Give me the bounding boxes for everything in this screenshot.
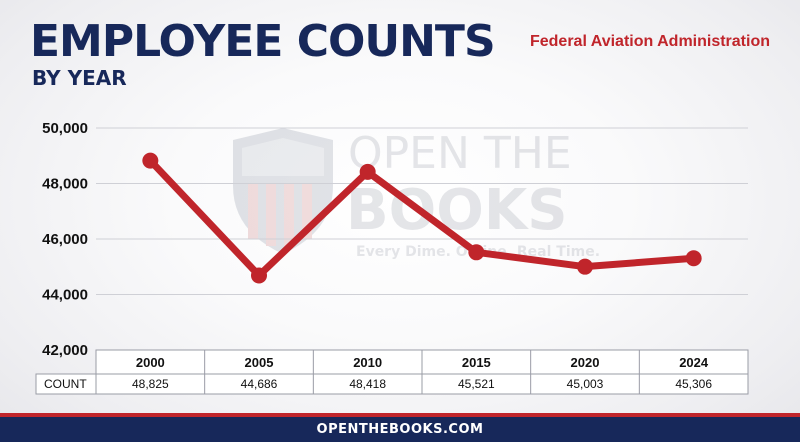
data-table-value: 45,306 <box>675 377 712 391</box>
y-tick-label: 48,000 <box>42 176 88 193</box>
y-tick-label: 44,000 <box>42 287 88 304</box>
data-point <box>251 267 267 284</box>
y-tick-label: 46,000 <box>42 231 88 248</box>
data-point <box>142 152 159 169</box>
data-point <box>685 250 702 267</box>
footer-bar: OPENTHEBOOKS.COM <box>0 417 800 442</box>
watermark-line2: BOOKS <box>346 178 568 243</box>
data-table-value: 48,825 <box>132 377 169 391</box>
x-category-label: 2015 <box>462 355 491 370</box>
chart-title: EMPLOYEE COUNTS <box>30 16 496 67</box>
data-table-value: 45,003 <box>567 377 604 391</box>
data-table-value: 44,686 <box>241 377 278 391</box>
table-row-label-cell <box>35 373 97 395</box>
x-category-label: 2024 <box>679 355 709 370</box>
series-line <box>146 157 698 279</box>
data-point <box>468 244 485 261</box>
x-category-label: 2000 <box>136 355 165 370</box>
x-category-label: 2005 <box>245 355 274 370</box>
footer-accent-bar <box>0 413 800 417</box>
shield-icon <box>233 128 333 254</box>
chart-subtitle: BY YEAR <box>32 66 127 90</box>
agency-name: Federal Aviation Administration <box>529 33 770 50</box>
y-tick-label: 50,000 <box>42 120 88 137</box>
data-table-value: 48,418 <box>349 377 386 391</box>
data-table-value: 45,521 <box>458 377 495 391</box>
x-category-label: 2010 <box>353 355 382 370</box>
data-point <box>577 258 593 275</box>
table-row-label: COUNT <box>44 377 87 391</box>
footer-link[interactable]: OPENTHEBOOKS.COM <box>316 422 484 437</box>
watermark-line1: OPEN THE <box>348 128 572 179</box>
data-point <box>359 163 376 180</box>
y-tick-label: 42,000 <box>42 342 88 359</box>
x-category-label: 2020 <box>571 355 600 370</box>
